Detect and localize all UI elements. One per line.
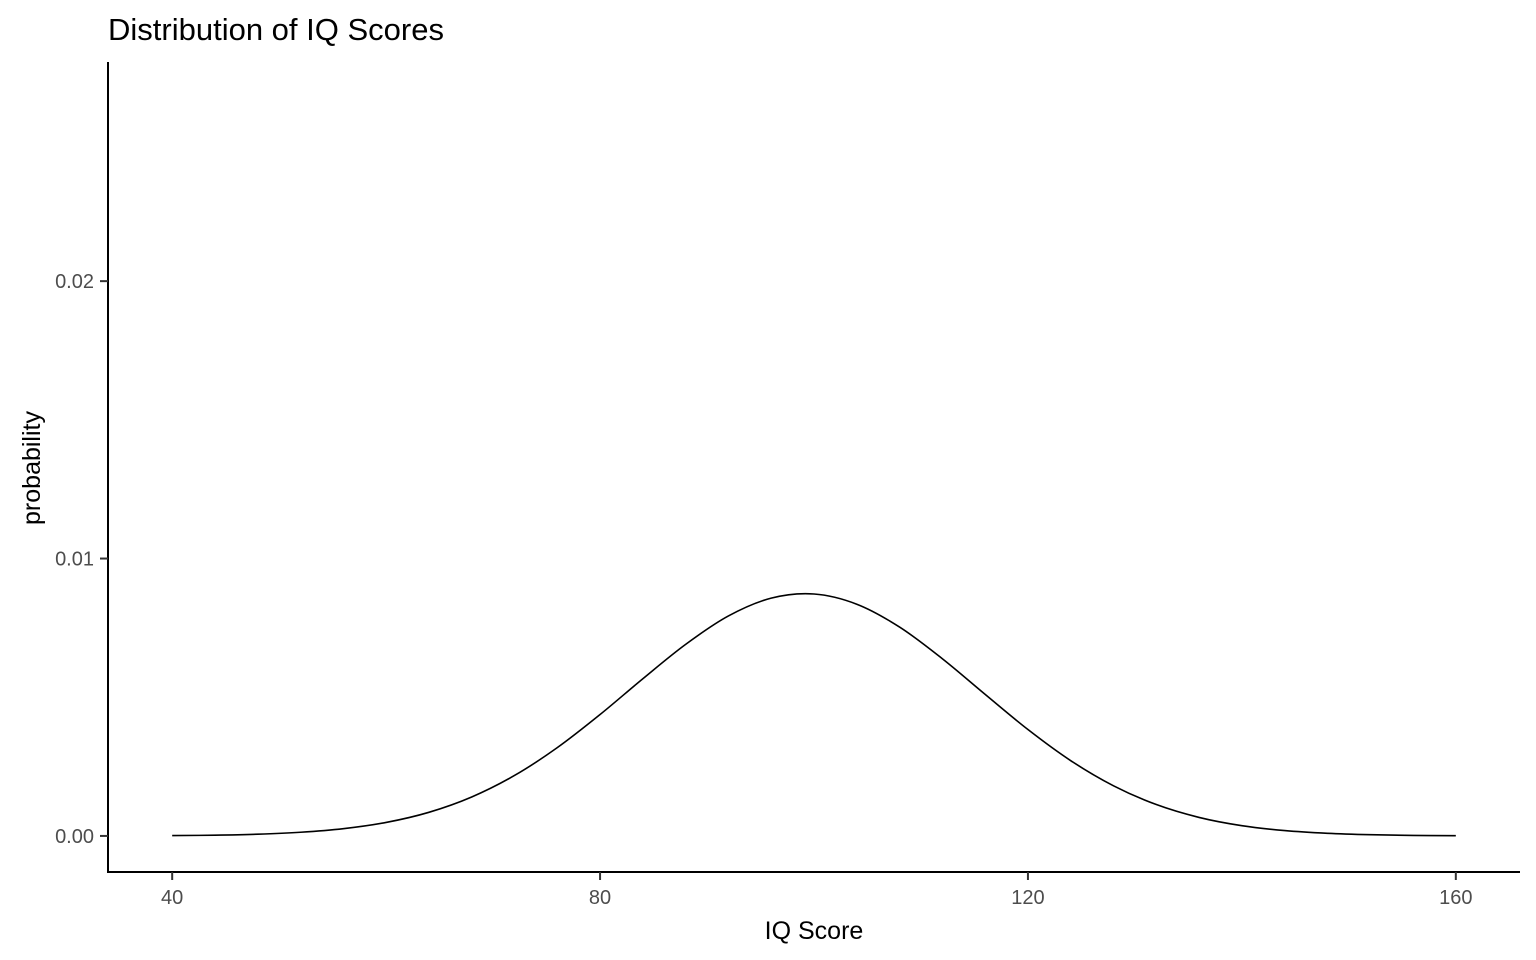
x-tick-label: 160 xyxy=(1439,887,1472,909)
y-tick-label: 0.01 xyxy=(55,549,94,571)
x-tick-label: 80 xyxy=(589,887,611,909)
density-curve xyxy=(172,592,1456,837)
x-tick-label: 120 xyxy=(1011,887,1044,909)
x-axis-title: IQ Score xyxy=(765,917,864,945)
chart-title: Distribution of IQ Scores xyxy=(108,12,444,47)
y-tick-label: 0.00 xyxy=(55,826,94,848)
x-tick-label: 40 xyxy=(161,887,183,909)
y-axis-title: probability xyxy=(18,411,46,525)
y-tick-label: 0.02 xyxy=(55,271,94,293)
plot-area: 40 80 120 160 0.00 0.01 0.02 xyxy=(55,62,1520,909)
